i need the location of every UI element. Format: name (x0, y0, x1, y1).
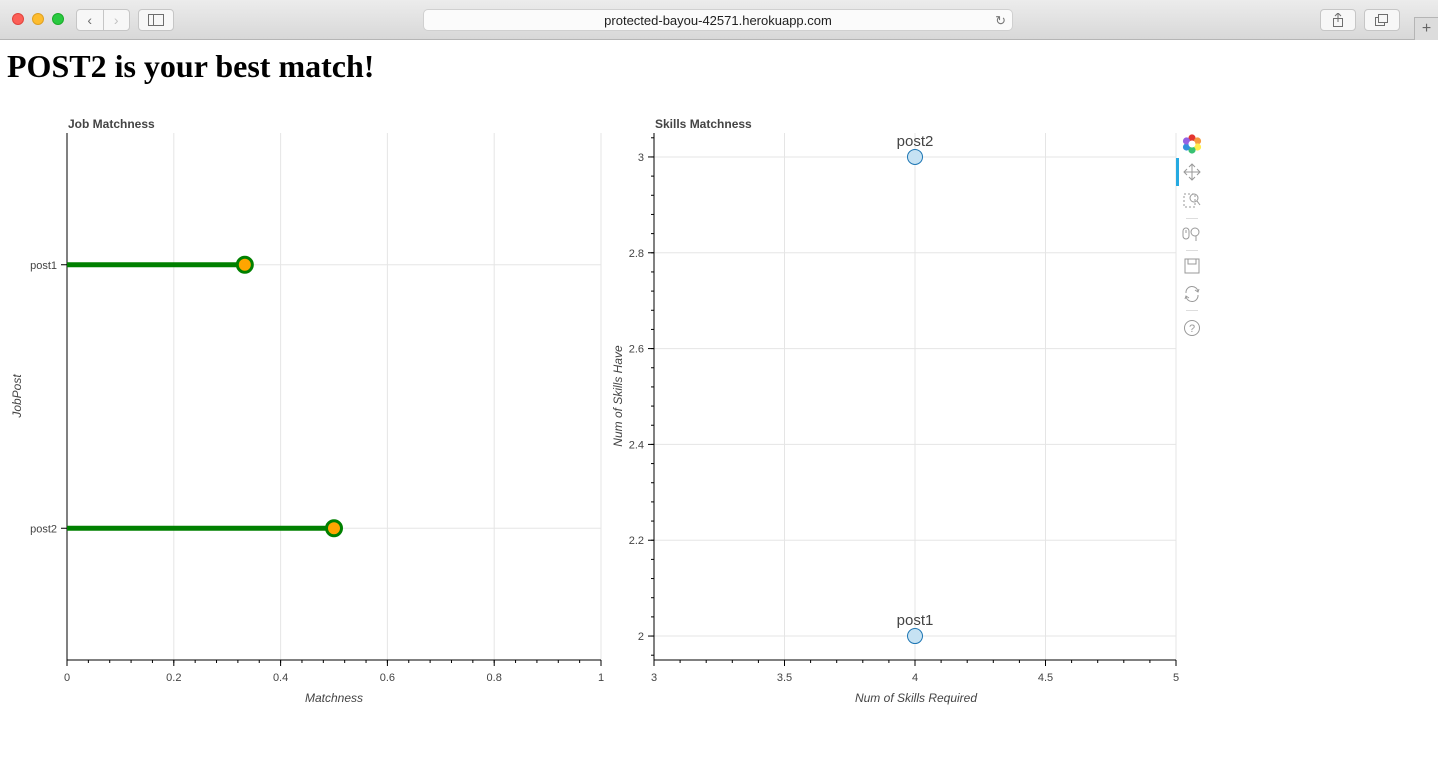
reset-icon (1184, 286, 1200, 302)
y-tick-label: 2.6 (629, 344, 644, 356)
save-tool[interactable] (1180, 254, 1204, 278)
tabs-icon (1375, 14, 1388, 26)
active-tool-indicator (1176, 158, 1179, 186)
window-minimize-button[interactable] (32, 13, 44, 25)
x-tick-label: 3.5 (777, 672, 792, 684)
new-tab-button[interactable]: + (1414, 17, 1438, 40)
y-tick-label: 2.2 (629, 535, 644, 547)
y-tick-label: post1 (30, 260, 57, 272)
page-title: POST2 is your best match! (7, 48, 375, 84)
lollipop-marker-post1[interactable] (235, 255, 254, 274)
history-nav: ‹ › (76, 9, 130, 31)
y-tick-label: 2 (638, 631, 644, 643)
pan-tool[interactable] (1180, 160, 1204, 184)
forward-button[interactable]: › (102, 10, 130, 30)
browser-titlebar: ‹ › protected-bayou-42571.herokuapp.com … (0, 0, 1438, 40)
x-tick-label: 0.4 (273, 672, 288, 684)
help-tool[interactable]: ? (1180, 316, 1204, 340)
pan-icon (1183, 163, 1201, 181)
x-tick-label: 0.6 (380, 672, 395, 684)
x-axis-label: Num of Skills Required (855, 691, 977, 705)
chevron-right-icon: › (113, 12, 119, 28)
bokeh-logo[interactable] (1180, 132, 1204, 156)
job-matchness-chart[interactable]: Job Matchness 0 0.2 0.4 0.6 0.8 1 post1 post2 M… (0, 108, 610, 718)
y-axis-label: JobPost (10, 374, 24, 419)
back-button[interactable]: ‹ (77, 10, 103, 30)
y-tick-label: 2.4 (629, 439, 644, 451)
x-tick-label: 0 (64, 672, 70, 684)
share-icon (1333, 13, 1343, 27)
window-close-button[interactable] (12, 13, 24, 25)
y-axis-label: Num of Skills Have (611, 345, 625, 447)
x-tick-label: 4.5 (1038, 672, 1053, 684)
bokeh-logo-icon (1182, 134, 1202, 154)
x-tick-label: 1 (598, 672, 604, 684)
address-bar[interactable]: protected-bayou-42571.herokuapp.com ↻ (423, 9, 1013, 31)
y-tick-label: post2 (30, 523, 57, 535)
toolbar-divider (1186, 250, 1198, 251)
reset-tool[interactable] (1180, 282, 1204, 306)
x-axis-label: Matchness (305, 691, 363, 705)
svg-text:?: ? (1189, 323, 1195, 335)
scatter-point-post2[interactable] (907, 148, 923, 165)
y-tick-label: 3 (638, 152, 644, 164)
chart-title: Job Matchness (68, 117, 155, 131)
wheel-zoom-icon (1182, 227, 1200, 241)
sidebar-icon (148, 14, 164, 26)
x-tick-label: 4 (912, 672, 918, 684)
help-icon: ? (1184, 320, 1200, 336)
reload-icon[interactable]: ↻ (995, 13, 1006, 28)
lollipop-marker-post2[interactable] (325, 519, 343, 538)
point-label-post1: post1 (897, 612, 934, 629)
box-zoom-tool[interactable] (1180, 188, 1204, 212)
share-button[interactable] (1320, 9, 1356, 31)
y-tick-label: 2.8 (629, 248, 644, 260)
x-tick-label: 5 (1173, 672, 1179, 684)
chevron-left-icon: ‹ (87, 12, 93, 28)
save-icon (1184, 258, 1200, 274)
toolbar-divider (1186, 310, 1198, 311)
chart-title: Skills Matchness (655, 117, 752, 131)
toolbar-divider (1186, 218, 1198, 219)
x-tick-label: 0.8 (487, 672, 502, 684)
tab-overview-button[interactable] (1364, 9, 1400, 31)
sidebar-toggle-button[interactable] (138, 9, 174, 31)
x-tick-label: 0.2 (166, 672, 181, 684)
plus-icon: + (1421, 20, 1432, 37)
url-text: protected-bayou-42571.herokuapp.com (604, 12, 832, 28)
point-label-post2: post2 (897, 133, 934, 150)
scatter-point-post1[interactable] (907, 628, 923, 645)
x-tick-label: 3 (651, 672, 657, 684)
skills-matchness-chart[interactable]: Skills Matchness 3 3.5 4 4.5 5 2 2.2 2.4 2.6 2.8 3… (600, 108, 1200, 718)
box-zoom-icon (1183, 193, 1201, 208)
window-zoom-button[interactable] (52, 13, 64, 25)
wheel-zoom-tool[interactable] (1180, 222, 1204, 246)
